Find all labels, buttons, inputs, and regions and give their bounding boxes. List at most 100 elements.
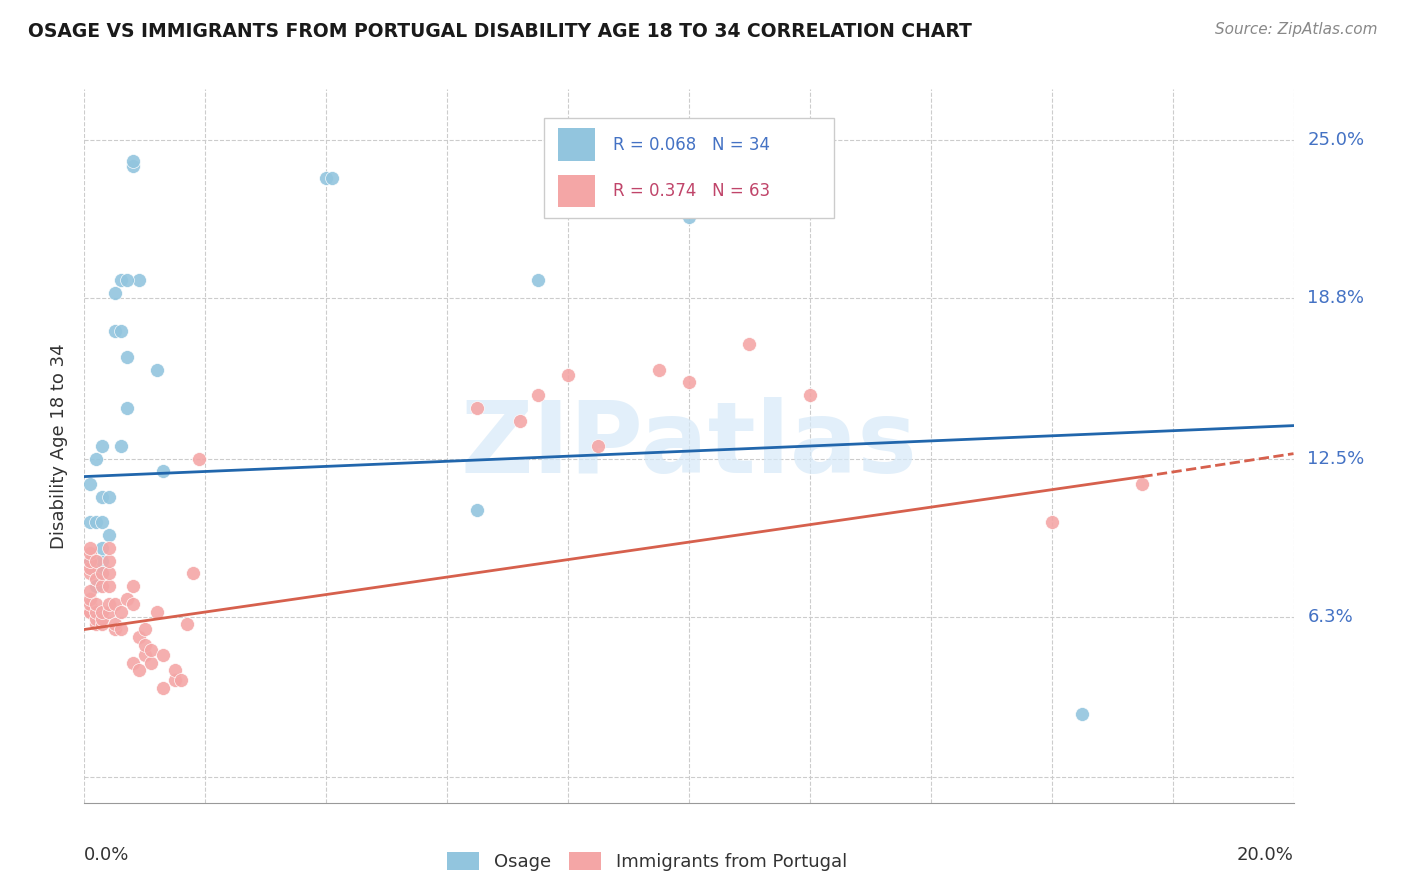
Point <box>110 324 132 338</box>
Point <box>467 401 489 415</box>
Point <box>97 605 120 619</box>
Point <box>115 273 138 287</box>
Point <box>678 376 700 390</box>
Point <box>110 439 132 453</box>
Point <box>128 663 150 677</box>
Point <box>79 516 101 530</box>
Point <box>188 451 211 466</box>
Point <box>1071 706 1094 721</box>
Point <box>121 656 143 670</box>
Point <box>139 656 162 670</box>
Point <box>526 273 548 287</box>
Point <box>97 597 120 611</box>
Point <box>97 554 120 568</box>
Point <box>91 566 114 581</box>
Point <box>79 591 101 606</box>
Point <box>91 439 114 453</box>
Point <box>152 465 174 479</box>
FancyBboxPatch shape <box>558 128 595 161</box>
Point <box>110 623 132 637</box>
Point <box>121 153 143 168</box>
Point <box>139 643 162 657</box>
Point <box>97 528 120 542</box>
Point <box>91 605 114 619</box>
Point <box>134 638 156 652</box>
Point <box>79 554 101 568</box>
Point <box>104 324 127 338</box>
Text: 18.8%: 18.8% <box>1308 289 1364 307</box>
Text: 12.5%: 12.5% <box>1308 450 1365 467</box>
Point <box>647 362 671 376</box>
Text: R = 0.068   N = 34: R = 0.068 N = 34 <box>613 136 769 153</box>
Point <box>86 572 108 586</box>
Text: R = 0.374   N = 63: R = 0.374 N = 63 <box>613 182 770 200</box>
Text: 0.0%: 0.0% <box>84 846 129 863</box>
Legend: Osage, Immigrants from Portugal: Osage, Immigrants from Portugal <box>440 845 853 879</box>
FancyBboxPatch shape <box>544 118 834 218</box>
Point <box>86 451 108 466</box>
Point <box>163 673 186 688</box>
Point <box>557 368 579 382</box>
Point <box>110 605 132 619</box>
Point <box>86 554 108 568</box>
Point <box>134 648 156 662</box>
Point <box>86 579 108 593</box>
Text: ZIPatlas: ZIPatlas <box>461 398 917 494</box>
Point <box>121 597 143 611</box>
Point <box>163 663 186 677</box>
Point <box>315 171 337 186</box>
Point <box>91 554 114 568</box>
Point <box>79 566 101 581</box>
Point <box>128 273 150 287</box>
Point <box>104 623 127 637</box>
Text: 6.3%: 6.3% <box>1308 607 1353 626</box>
Point <box>97 566 120 581</box>
Point <box>321 171 343 186</box>
Text: Source: ZipAtlas.com: Source: ZipAtlas.com <box>1215 22 1378 37</box>
Point <box>86 612 108 626</box>
Point <box>509 413 531 427</box>
Point <box>86 597 108 611</box>
Point <box>91 490 114 504</box>
Point <box>799 388 821 402</box>
Point <box>86 605 108 619</box>
Point <box>97 490 120 504</box>
Point <box>152 681 174 695</box>
Point <box>86 516 108 530</box>
Point <box>79 605 101 619</box>
Point <box>79 541 101 555</box>
Point <box>91 566 114 581</box>
Point <box>181 566 204 581</box>
Point <box>152 648 174 662</box>
Point <box>104 597 127 611</box>
Point <box>738 337 761 351</box>
Point <box>91 617 114 632</box>
Point <box>115 350 138 364</box>
Point <box>121 159 143 173</box>
Point <box>467 502 489 516</box>
Point <box>86 617 108 632</box>
Point <box>79 477 101 491</box>
Point <box>79 546 101 560</box>
Point <box>1040 516 1063 530</box>
Point <box>134 623 156 637</box>
Point <box>176 617 198 632</box>
Point <box>170 673 193 688</box>
Point <box>526 388 548 402</box>
Point <box>104 617 127 632</box>
Text: OSAGE VS IMMIGRANTS FROM PORTUGAL DISABILITY AGE 18 TO 34 CORRELATION CHART: OSAGE VS IMMIGRANTS FROM PORTUGAL DISABI… <box>28 22 972 41</box>
Point <box>91 516 114 530</box>
Point <box>79 605 101 619</box>
Point <box>115 401 138 415</box>
Point <box>115 591 138 606</box>
Point <box>104 286 127 301</box>
Point <box>91 612 114 626</box>
Point <box>79 597 101 611</box>
Point <box>128 630 150 644</box>
Point <box>146 605 169 619</box>
Point <box>110 273 132 287</box>
Point <box>91 541 114 555</box>
Y-axis label: Disability Age 18 to 34: Disability Age 18 to 34 <box>51 343 69 549</box>
Point <box>146 362 169 376</box>
Text: 25.0%: 25.0% <box>1308 131 1365 149</box>
